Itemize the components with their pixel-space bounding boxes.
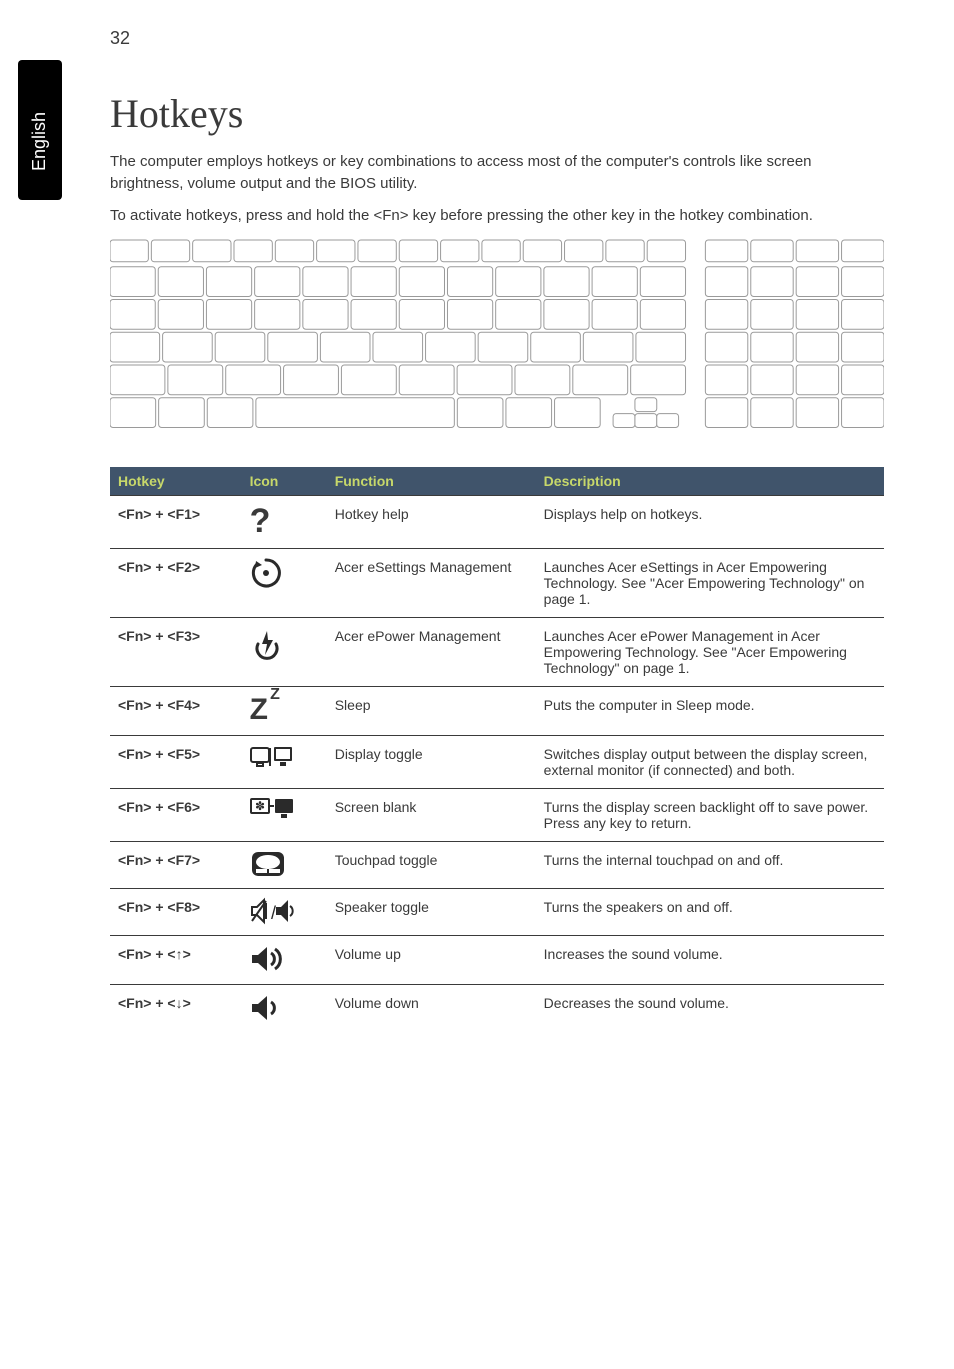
function-cell: Display toggle (327, 735, 536, 788)
speaker-toggle-icon: / (242, 888, 327, 935)
page-content: Hotkeys The computer employs hotkeys or … (0, 0, 954, 1073)
function-cell: Screen blank (327, 788, 536, 841)
function-cell: Hotkey help (327, 495, 536, 548)
hotkey-cell: <Fn> + <↑> (110, 935, 242, 984)
hotkey-cell: <Fn> + <F4> (110, 686, 242, 735)
question-icon: ? (242, 495, 327, 548)
esettings-icon (242, 548, 327, 617)
table-row: <Fn> + <F5> Display toggleSwitches displa… (110, 735, 884, 788)
screen-blank-icon: ✽ (242, 788, 327, 841)
hotkey-cell: <Fn> + <F6> (110, 788, 242, 841)
hotkey-cell: <Fn> + <↓> (110, 984, 242, 1033)
table-header-row: Hotkey Icon Function Description (110, 467, 884, 496)
volume-down-icon (242, 984, 327, 1033)
function-cell: Touchpad toggle (327, 841, 536, 888)
hotkey-cell: <Fn> + <F8> (110, 888, 242, 935)
keyboard-svg (110, 236, 884, 444)
function-cell: Speaker toggle (327, 888, 536, 935)
table-row: <Fn> + <↓> Volume downDecreases the sound… (110, 984, 884, 1033)
description-cell: Switches display output between the disp… (536, 735, 884, 788)
display-toggle-icon (242, 735, 327, 788)
description-cell: Turns the internal touchpad on and off. (536, 841, 884, 888)
intro-paragraph-1: The computer employs hotkeys or key comb… (110, 151, 884, 195)
description-cell: Puts the computer in Sleep mode. (536, 686, 884, 735)
table-row: <Fn> + <F4>ZZSleepPuts the computer in S… (110, 686, 884, 735)
language-tab-label: English (30, 112, 51, 171)
page-title: Hotkeys (110, 90, 884, 137)
epower-icon (242, 617, 327, 686)
page-number: 32 (110, 28, 130, 49)
description-cell: Decreases the sound volume. (536, 984, 884, 1033)
function-cell: Acer eSettings Management (327, 548, 536, 617)
keyboard-diagram (110, 236, 884, 444)
function-cell: Volume up (327, 935, 536, 984)
description-cell: Launches Acer ePower Management in Acer … (536, 617, 884, 686)
hotkey-cell: <Fn> + <F1> (110, 495, 242, 548)
description-cell: Increases the sound volume. (536, 935, 884, 984)
function-cell: Volume down (327, 984, 536, 1033)
sleep-icon: ZZ (242, 686, 327, 735)
table-row: <Fn> + <F3> Acer ePower ManagementLaunche… (110, 617, 884, 686)
table-row: <Fn> + <F2> Acer eSettings ManagementLaun… (110, 548, 884, 617)
function-cell: Acer ePower Management (327, 617, 536, 686)
svg-text:/: / (271, 903, 276, 923)
volume-up-icon (242, 935, 327, 984)
col-header-desc: Description (536, 467, 884, 496)
description-cell: Turns the speakers on and off. (536, 888, 884, 935)
description-cell: Launches Acer eSettings in Acer Empoweri… (536, 548, 884, 617)
intro-paragraph-2: To activate hotkeys, press and hold the … (110, 205, 884, 227)
table-row: <Fn> + <F7> Touchpad toggleTurns the inte… (110, 841, 884, 888)
col-header-hotkey: Hotkey (110, 467, 242, 496)
language-tab: English (18, 60, 62, 200)
description-cell: Turns the display screen backlight off t… (536, 788, 884, 841)
table-row: <Fn> + <F8> / Speaker toggleTurns the spea… (110, 888, 884, 935)
svg-text:✽: ✽ (255, 799, 265, 813)
hotkey-cell: <Fn> + <F7> (110, 841, 242, 888)
table-row: <Fn> + <F1>?Hotkey helpDisplays help on … (110, 495, 884, 548)
description-cell: Displays help on hotkeys. (536, 495, 884, 548)
hotkey-cell: <Fn> + <F3> (110, 617, 242, 686)
table-row: <Fn> + <↑> Volume upIncreases the sound v… (110, 935, 884, 984)
hotkeys-table: Hotkey Icon Function Description <Fn> + … (110, 467, 884, 1033)
table-row: <Fn> + <F6> ✽ Screen blankTurns the displa… (110, 788, 884, 841)
touchpad-icon (242, 841, 327, 888)
hotkey-cell: <Fn> + <F5> (110, 735, 242, 788)
col-header-func: Function (327, 467, 536, 496)
col-header-icon: Icon (242, 467, 327, 496)
function-cell: Sleep (327, 686, 536, 735)
hotkey-cell: <Fn> + <F2> (110, 548, 242, 617)
